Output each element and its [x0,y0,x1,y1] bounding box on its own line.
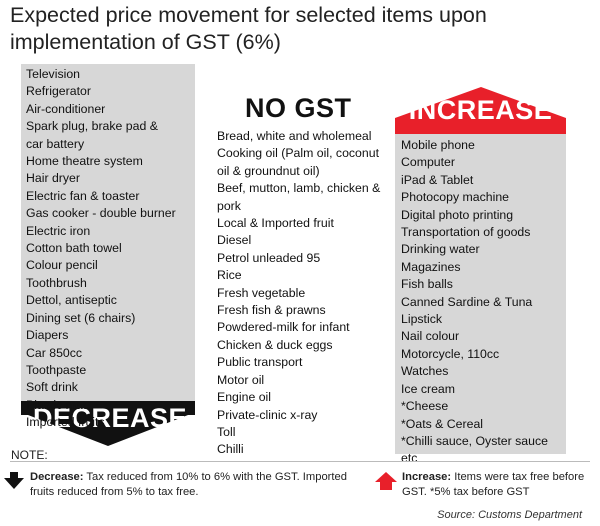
decrease-arrow [21,401,195,446]
decrease-item: Refrigerator [26,84,91,99]
increase-arrow [395,87,566,134]
decrease-note-icon [4,472,24,489]
note-divider [10,461,590,462]
decrease-item: Car 850cc [26,345,83,360]
decrease-item: car battery [26,136,85,151]
increase-item: Lipstick [401,312,443,327]
increase-panel [395,134,566,454]
increase-item: Photocopy machine [401,190,510,205]
decrease-item: Electric fan & toaster [26,188,140,203]
decrease-item: Gas cooker - double burner [26,206,176,221]
decrease-item: Colour pencil [26,258,98,273]
increase-item: iPad & Tablet [401,172,474,187]
increase-item: Transportation of goods [401,225,531,240]
note-title: NOTE: [11,448,48,462]
increase-item: Computer [401,155,455,170]
no-gst-item: Local & Imported fruit [217,216,334,231]
increase-note: Increase: Items were tax free before GST… [402,470,592,500]
increase-item: Magazines [401,259,461,274]
decrease-item: Cotton bath towel [26,241,122,256]
increase-item: *Oats & Cereal [401,416,484,431]
increase-note-icon [375,472,397,490]
increase-item: Canned Sardine & Tuna [401,294,533,309]
decrease-note-text: Tax reduced from 10% to 6% with the GST.… [30,471,347,498]
increase-item: Drinking water [401,242,480,257]
source-credit: Source: Customs Department [437,509,582,521]
decrease-item: Dining set (6 chairs) [26,310,136,325]
increase-item: Nail colour [401,329,460,344]
decrease-panel [21,64,195,402]
decrease-item: Electric iron [26,223,91,238]
increase-item: *Chilli sauce, Oyster sauce etc [401,433,548,466]
increase-item: Motorcycle, 110cc [401,346,500,361]
decrease-item: Toothpaste [26,362,87,377]
decrease-item: Diapers [26,328,69,343]
no-gst-item: oil & groundnut oil) [217,163,320,178]
no-gst-item: Fresh vegetable [217,285,306,300]
no-gst-item: pork [217,198,241,213]
decrease-item: Plastic mat [26,397,87,412]
increase-item: *Cheese [401,399,449,414]
decrease-item: Television [26,67,80,81]
increase-note-text: Items were tax free before GST. *5% tax … [402,471,585,498]
no-gst-item: Engine oil [217,390,272,405]
no-gst-heading: NO GST [245,93,352,123]
increase-item: Watches [401,364,449,379]
decrease-note-key: Decrease: [30,471,84,483]
no-gst-item: Rice [217,268,242,283]
no-gst-item: Chilli [217,442,244,457]
decrease-item: Air-conditioner [26,101,106,116]
increase-note-key: Increase: [402,471,452,483]
no-gst-list: Bread, white and wholemeal Cooking oil (P… [217,128,387,459]
no-gst-item: Cooking oil (Palm oil, coconut [217,146,379,161]
decrease-item: Toothbrush [26,275,87,290]
increase-item: Mobile phone [401,138,475,152]
increase-list: Mobile phone Computer iPad & Tablet Photoco… [401,137,566,468]
decrease-item: Soft drink [26,380,78,395]
no-gst-item: Toll [217,424,236,439]
decrease-list: Television Refrigerator Air-conditioner Spa… [26,66,192,432]
decrease-note: Decrease: Tax reduced from 10% to 6% wit… [30,470,350,500]
no-gst-item: Chicken & duck eggs [217,337,333,352]
decrease-item: Spark plug, brake pad & [26,119,158,134]
no-gst-item: Public transport [217,355,303,370]
no-gst-item: Private-clinic x-ray [217,407,318,422]
increase-item: Fish balls [401,277,453,292]
increase-label: INCREASE [408,95,553,125]
no-gst-item: Beef, mutton, lamb, chicken & [217,181,381,196]
infographic-title: Expected price movement for selected ite… [10,3,487,54]
no-gst-item: Fresh fish & prawns [217,303,326,318]
increase-item: Ice cream [401,381,455,396]
no-gst-item: Powdered-milk for infant [217,320,350,335]
decrease-item: Imported fruits [26,415,105,430]
decrease-item: Dettol, antiseptic [26,293,117,308]
no-gst-item: Bread, white and wholemeal [217,129,372,143]
increase-item: Digital photo printing [401,207,514,222]
no-gst-item: Motor oil [217,372,265,387]
decrease-item: Hair dryer [26,171,80,186]
decrease-label: DECREASE [33,403,188,433]
no-gst-item: Petrol unleaded 95 [217,250,321,265]
decrease-item: Home theatre system [26,154,143,169]
no-gst-item: Diesel [217,233,252,248]
